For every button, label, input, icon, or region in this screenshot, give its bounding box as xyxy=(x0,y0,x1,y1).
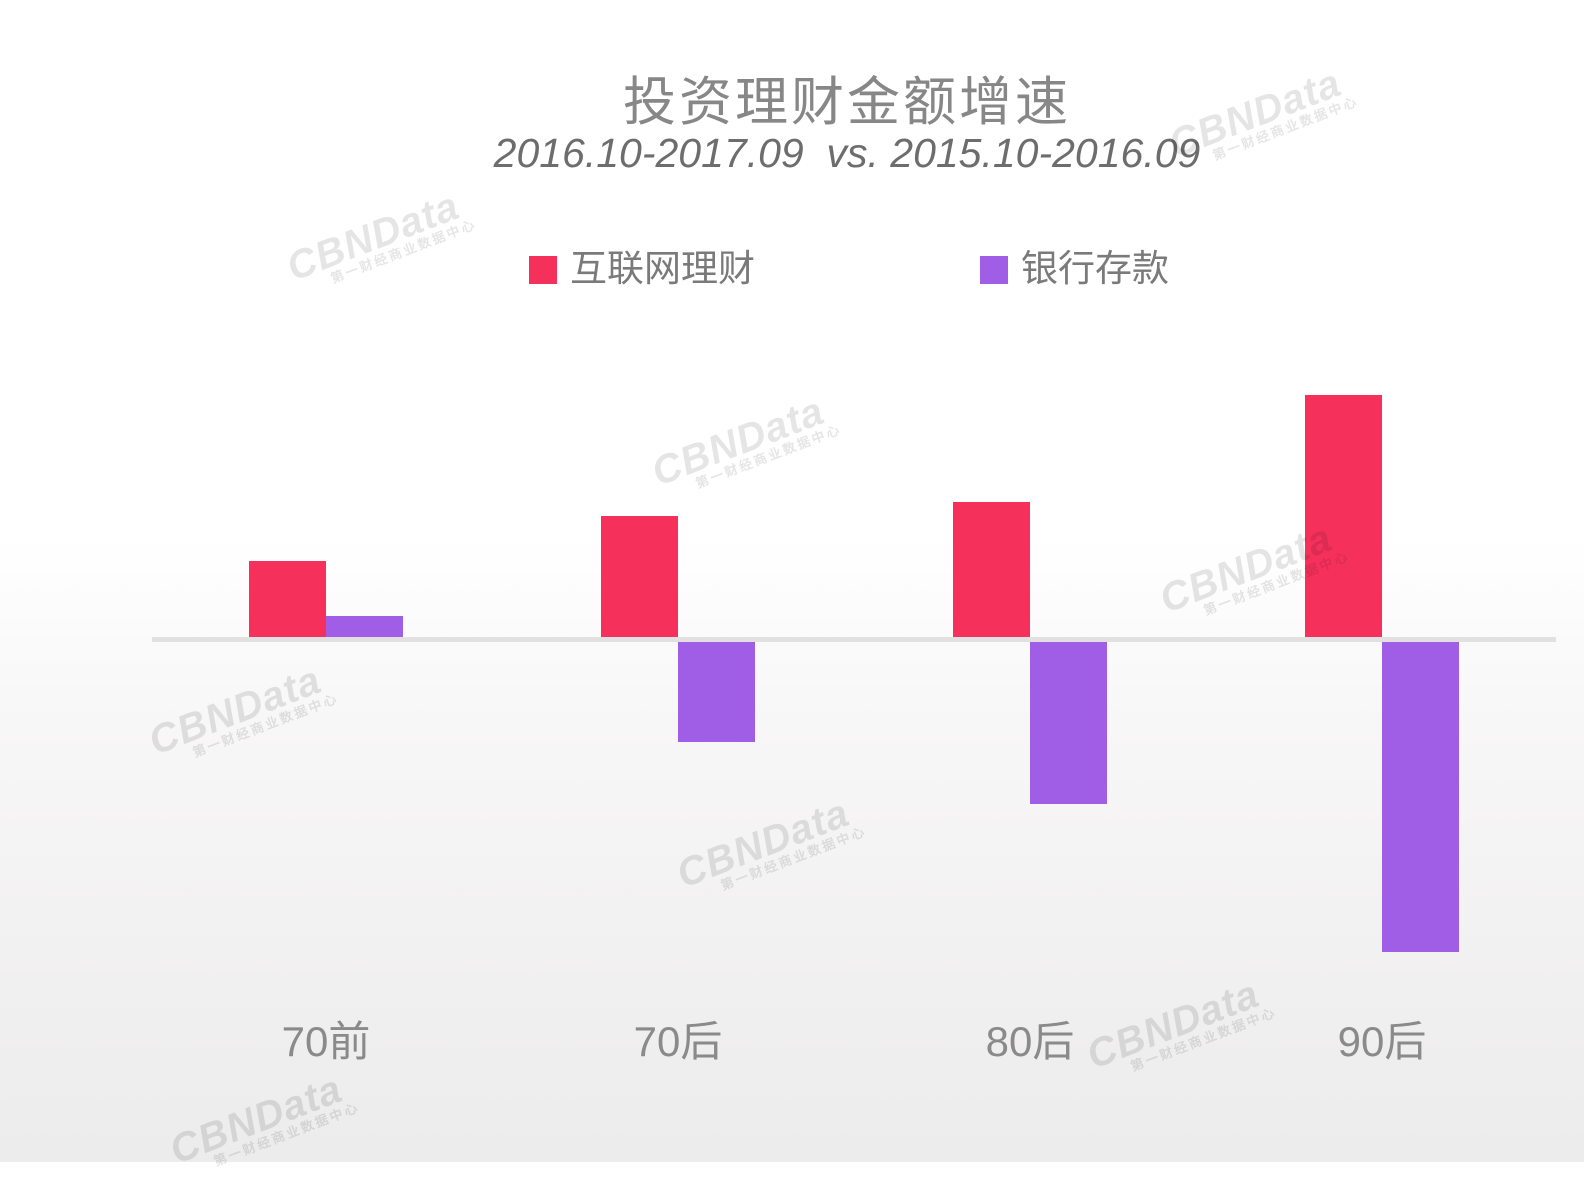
bar-bank-70post xyxy=(678,642,755,742)
watermark-sub-text: 第一财经商业数据中心 xyxy=(718,823,869,894)
bar-bank-80post xyxy=(1030,642,1107,804)
watermark-logo-text: CBNData xyxy=(142,657,328,764)
bar-internet-70pre xyxy=(249,561,326,637)
x-axis-label-70post: 70后 xyxy=(633,1018,723,1065)
legend-swatch-bank-deposit xyxy=(980,256,1008,284)
legend-label-internet-finance: 互联网理财 xyxy=(570,248,755,289)
legend-label-bank-deposit: 银行存款 xyxy=(1021,248,1169,289)
bar-internet-70post xyxy=(601,516,678,637)
legend-swatch-internet-finance xyxy=(529,256,557,284)
legend-item-bank-deposit: 银行存款 xyxy=(980,250,1169,290)
watermark-sub-text: 第一财经商业数据中心 xyxy=(190,690,341,761)
watermark-cbndata: CBNData 第一财经商业数据中心 xyxy=(645,387,844,503)
chart-title: 投资理财金额增速 xyxy=(623,73,1071,132)
bar-internet-90post xyxy=(1305,395,1382,637)
watermark-logo-text: CBNData xyxy=(280,183,466,290)
bar-internet-80post xyxy=(953,502,1030,637)
x-axis-line xyxy=(152,637,1556,642)
watermark-sub-text: 第一财经商业数据中心 xyxy=(1128,1004,1279,1075)
watermark-logo-text: CBNData xyxy=(645,388,831,495)
chart-subtitle: 2016.10-2017.09 vs. 2015.10-2016.09 xyxy=(493,130,1201,176)
watermark-cbndata: CBNData 第一财经商业数据中心 xyxy=(670,789,869,905)
watermark-sub-text: 第一财经商业数据中心 xyxy=(211,1099,362,1170)
watermark-cbndata: CBNData 第一财经商业数据中心 xyxy=(163,1065,362,1181)
legend-item-internet-finance: 互联网理财 xyxy=(529,250,755,290)
bar-bank-90post xyxy=(1382,642,1459,952)
watermark-sub-text: 第一财经商业数据中心 xyxy=(693,421,844,492)
x-axis-label-90post: 90后 xyxy=(1337,1018,1427,1065)
watermark-cbndata: CBNData 第一财经商业数据中心 xyxy=(280,182,479,298)
watermark-logo-text: CBNData xyxy=(163,1066,349,1173)
watermark-cbndata: CBNData 第一财经商业数据中心 xyxy=(142,656,341,772)
watermark-sub-text: 第一财经商业数据中心 xyxy=(328,216,479,287)
x-axis-label-70pre: 70前 xyxy=(281,1018,371,1065)
bar-bank-70pre xyxy=(326,616,403,637)
x-axis-label-80post: 80后 xyxy=(985,1018,1075,1065)
watermark-logo-text: CBNData xyxy=(670,790,856,897)
